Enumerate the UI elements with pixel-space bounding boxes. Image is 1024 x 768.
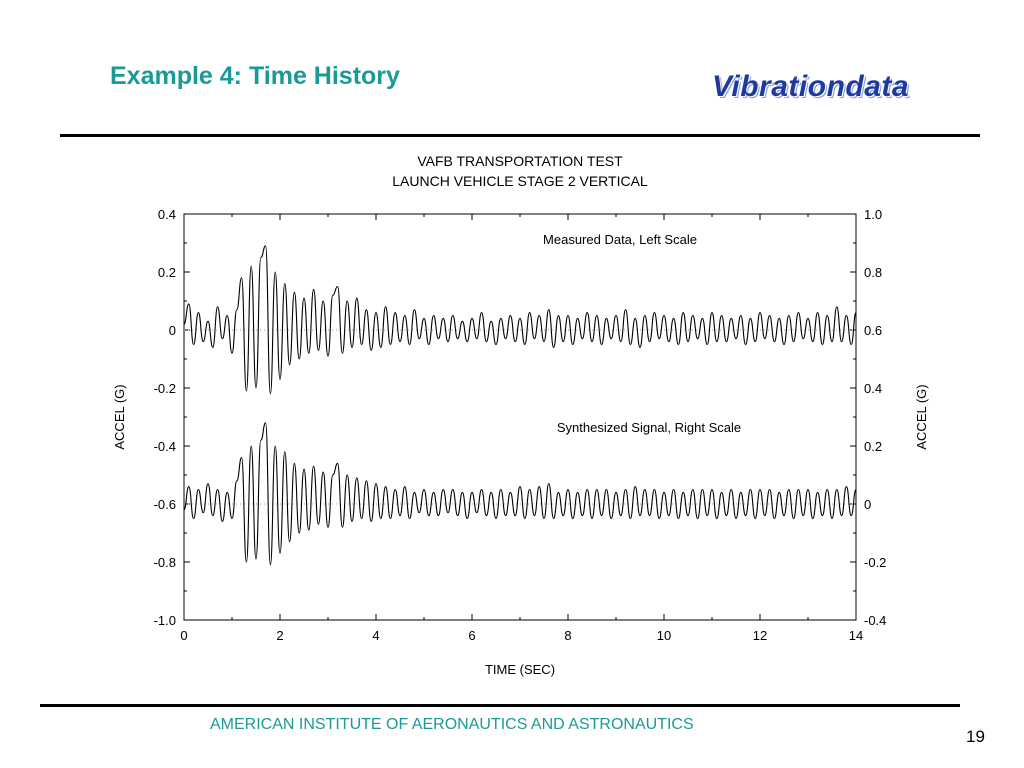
brand-logo: Vibrationdata [712,70,910,103]
chart-title-line-1: VAFB TRANSPORTATION TEST [417,153,623,169]
y-right-tick-label: 0.6 [864,323,882,338]
y-left-tick-label: -1.0 [154,613,176,628]
series-line-1 [183,245,857,395]
x-tick-label: 8 [564,628,571,643]
y-right-tick-label: 1.0 [864,207,882,222]
y-left-tick-label: -0.6 [154,497,176,512]
y-left-tick-label: -0.2 [154,381,176,396]
y-right-tick-label: 0.8 [864,265,882,280]
x-tick-label: 4 [372,628,379,643]
y-right-tick-label: -0.2 [864,555,886,570]
slide-title: Example 4: Time History [110,62,400,90]
x-tick-label: 14 [849,628,863,643]
x-tick-label: 12 [753,628,767,643]
series-line-2 [183,422,857,566]
plot-frame [183,213,857,621]
annotation-synthesized: Synthesized Signal, Right Scale [557,420,741,435]
footer-organization: AMERICAN INSTITUTE OF AERONAUTICS AND AS… [210,716,694,733]
y-right-tick-label: -0.4 [864,613,886,628]
y-left-tick-label: -0.4 [154,439,176,454]
y-axis-label-left: ACCEL (G) [112,384,127,449]
y-left-tick-label: -0.8 [154,555,176,570]
y-axis-label-right: ACCEL (G) [914,384,929,449]
page-number: 19 [966,727,985,746]
x-tick-label: 10 [657,628,671,643]
y-right-tick-label: 0.2 [864,439,882,454]
y-right-tick-label: 0.4 [864,381,882,396]
time-history-chart: VAFB TRANSPORTATION TEST LAUNCH VEHICLE S… [112,153,929,677]
y-left-tick-label: 0.4 [158,207,176,222]
chart-title-line-2: LAUNCH VEHICLE STAGE 2 VERTICAL [392,173,648,189]
annotation-measured: Measured Data, Left Scale [543,232,697,247]
y-left-tick-label: 0 [169,323,176,338]
top-divider [60,134,980,137]
y-left-tick-label: 0.2 [158,265,176,280]
x-tick-label: 0 [180,628,187,643]
x-tick-label: 2 [276,628,283,643]
bottom-divider [40,704,960,707]
x-tick-label: 6 [468,628,475,643]
x-axis-label: TIME (SEC) [485,662,555,677]
y-right-tick-label: 0 [864,497,871,512]
